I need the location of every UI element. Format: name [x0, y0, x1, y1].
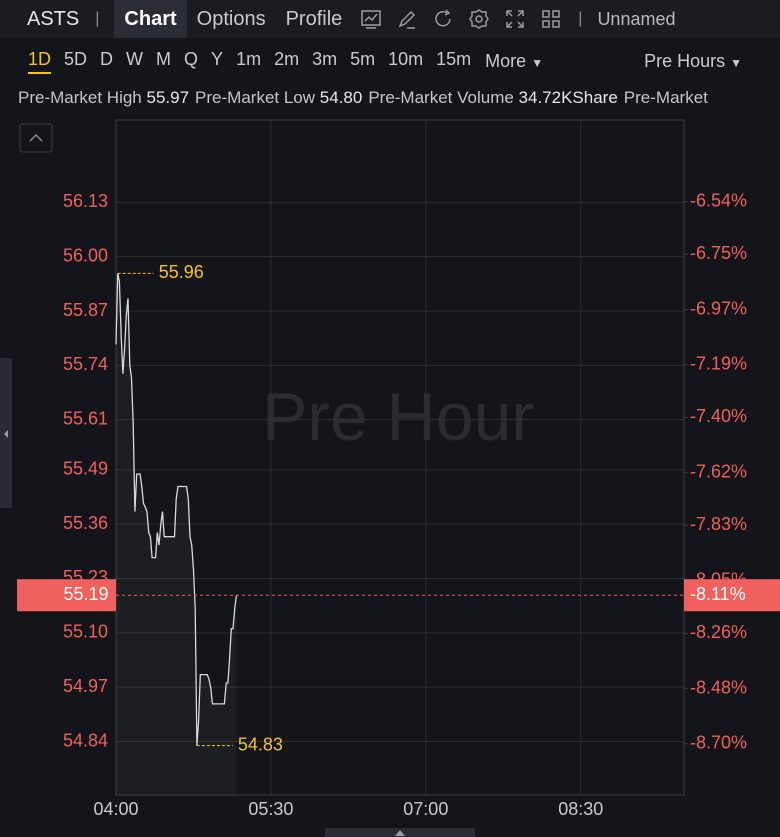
y-tick-label: 55.49: [63, 459, 108, 479]
x-tick-label: 04:00: [93, 799, 138, 819]
plot-border: [115, 119, 685, 796]
y-tick-label: 54.97: [63, 676, 108, 696]
side-panel-arrow: [4, 430, 8, 438]
current-price-tag: [17, 579, 116, 612]
y-tick-label: 56.13: [63, 191, 108, 211]
x-tick-label: 08:30: [558, 799, 603, 819]
refresh-icon[interactable]: [432, 8, 454, 30]
current-price-label: 55.19: [63, 584, 108, 604]
more-menu[interactable]: More ▼: [485, 51, 543, 72]
layout-icon[interactable]: [540, 8, 562, 30]
stat-label: Pre-Market: [623, 88, 708, 107]
timeframe[interactable]: 15m: [436, 48, 472, 69]
y2-tick-label: -6.75%: [690, 243, 747, 263]
timeframe[interactable]: 5m: [350, 48, 376, 69]
timeframe[interactable]: 3m: [312, 48, 338, 69]
timeframe[interactable]: Y: [211, 48, 224, 69]
y2-tick-label: -6.97%: [690, 298, 747, 318]
y2-tick-label: -7.83%: [690, 514, 747, 534]
x-tick-label: 05:30: [248, 799, 293, 819]
y-tick-label: 55.10: [63, 622, 108, 642]
timeframe[interactable]: W: [126, 48, 144, 69]
timeframe[interactable]: 2m: [274, 48, 300, 69]
symbol[interactable]: ASTS: [27, 7, 80, 30]
y2-tick-label: -8.26%: [690, 622, 747, 642]
separator: |: [578, 10, 583, 27]
current-percent-tag: [684, 579, 780, 612]
stat-value: 34.72KShare: [518, 88, 618, 107]
y-tick-label: 55.74: [63, 354, 108, 374]
y2-tick-label: -8.70%: [690, 733, 747, 753]
collapse-button[interactable]: [19, 123, 53, 153]
timeframe[interactable]: D: [100, 48, 114, 69]
current-percent-label: -8.11%: [690, 584, 746, 604]
tab[interactable]: Options: [196, 8, 266, 30]
session-menu[interactable]: Pre Hours ▼: [644, 51, 742, 72]
layout-name[interactable]: Unnamed: [597, 8, 676, 29]
y-tick-label: 55.61: [63, 408, 108, 428]
area-fill: [116, 273, 237, 795]
bottom-panel-arrow: [395, 830, 405, 836]
stat-label: Pre-Market Volume: [368, 88, 514, 107]
watermark: Pre Hour: [262, 379, 534, 455]
timeframe[interactable]: 1D: [28, 49, 52, 74]
settings-icon[interactable]: [468, 8, 490, 30]
y2-tick-label: -6.54%: [690, 190, 747, 210]
x-tick-label: 07:00: [403, 799, 448, 819]
y-tick-label: 55.36: [63, 513, 108, 533]
tab[interactable]: Chart: [114, 0, 187, 38]
y2-tick-label: -8.48%: [690, 677, 747, 697]
timeframe[interactable]: 5D: [64, 48, 88, 69]
indicator-icon[interactable]: [360, 8, 382, 30]
stat-value: 54.80: [319, 88, 363, 107]
session-label: Pre Hours: [644, 50, 726, 71]
timeframe-bar: 1D 5D D W M Q Y 1m 2m 3m 5m 10m 15m More ▼ Pre Hours…: [0, 38, 780, 84]
timeframe[interactable]: M: [156, 48, 172, 69]
caret: ▼: [730, 55, 742, 70]
y2-tick-label: -7.40%: [690, 406, 747, 426]
timeframe[interactable]: Q: [184, 48, 199, 69]
stat-label: Pre-Market Low: [195, 88, 316, 107]
fullscreen-icon[interactable]: [504, 8, 526, 30]
plot-area: Pre Hour 56.13 56.00 55.87 55.74 55.61 55.49 55…: [17, 119, 780, 819]
timeframe[interactable]: 10m: [388, 48, 424, 69]
stats-row: Pre-Market High 55.97 Pre-Market Low 54.8…: [18, 88, 780, 114]
tab[interactable]: Profile: [285, 8, 343, 30]
price-line: [115, 273, 238, 746]
stat-value: 55.97: [146, 88, 190, 107]
y-tick-label: 55.87: [63, 300, 108, 320]
y-tick-label: 56.00: [63, 245, 108, 265]
tabs: Chart Options Profile: [114, 0, 352, 38]
y-tick-label: 54.84: [63, 730, 108, 750]
collapse-icon: [29, 133, 43, 142]
y2-tick-label: -7.62%: [690, 461, 747, 481]
annotation-label: 54.83: [238, 734, 283, 754]
y2-tick-label: -7.19%: [690, 353, 747, 373]
stat-label: Pre-Market High: [18, 88, 142, 107]
draw-icon[interactable]: [396, 8, 418, 30]
annotation-label: 55.96: [159, 262, 204, 282]
timeframe[interactable]: 1m: [236, 48, 262, 69]
timeframes: 1D 5D D W M Q Y 1m 2m 3m 5m 10m 15m: [28, 49, 471, 74]
tool-icons: [360, 8, 562, 30]
separator: |: [95, 10, 100, 27]
top-toolbar: ASTS | Chart Options Profile | Unnamed: [0, 0, 780, 38]
more-label: More: [485, 50, 527, 71]
caret: ▼: [531, 55, 544, 70]
